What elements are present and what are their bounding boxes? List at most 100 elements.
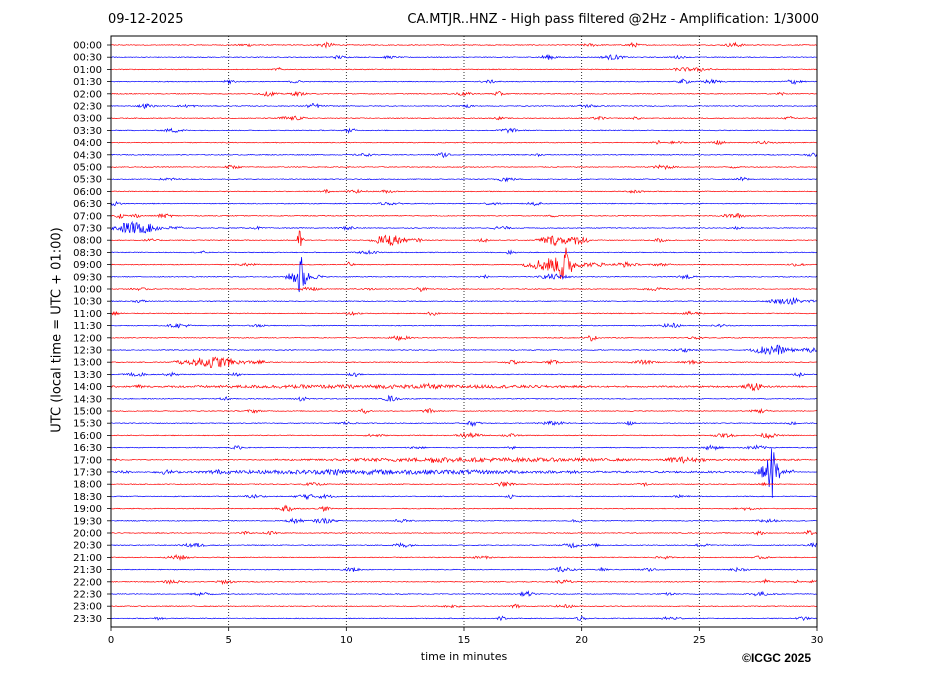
y-tick-label: 12:00 (73, 333, 102, 344)
x-tick-label: 10 (340, 635, 353, 646)
y-tick-label: 03:00 (73, 114, 102, 125)
trace-1500 (111, 407, 817, 415)
y-tick-label: 20:30 (73, 541, 102, 552)
trace-2200 (111, 578, 817, 586)
trace-0000 (111, 41, 817, 49)
y-tick-label: 16:00 (73, 431, 102, 442)
y-tick-label: 13:00 (73, 358, 102, 369)
y-tick-label: 23:00 (73, 602, 102, 613)
y-tick-label: 06:00 (73, 187, 102, 198)
y-tick-label: 02:30 (73, 102, 102, 113)
trace-1930 (111, 517, 817, 525)
trace-1830 (111, 493, 817, 501)
y-tick-label: 02:00 (73, 89, 102, 100)
trace-1000 (111, 286, 817, 293)
y-tick-label: 09:30 (73, 272, 102, 283)
y-tick-label: 18:30 (73, 492, 102, 503)
trace-1230 (111, 344, 817, 356)
trace-0400 (111, 140, 817, 146)
trace-1530 (111, 420, 817, 428)
trace-0230 (111, 102, 817, 110)
trace-0530 (111, 176, 817, 183)
trace-0100 (111, 66, 817, 73)
y-tick-label: 15:30 (73, 419, 102, 430)
y-tick-label: 00:30 (73, 53, 102, 64)
plot-frame (110, 35, 818, 628)
x-tick-label: 15 (458, 635, 471, 646)
y-tick-label: 10:30 (73, 297, 102, 308)
trace-2130 (111, 566, 817, 573)
y-tick-label: 20:00 (73, 529, 102, 540)
y-tick-label: 08:00 (73, 236, 102, 247)
y-tick-label: 05:00 (73, 163, 102, 174)
copyright-text: ©ICGC 2025 (742, 651, 811, 665)
trace-1900 (111, 504, 817, 513)
trace-1800 (111, 481, 817, 488)
y-tick-label: 13:30 (73, 370, 102, 381)
y-tick-label: 14:00 (73, 382, 102, 393)
y-tick-label: 00:00 (73, 41, 102, 52)
y-tick-label: 05:30 (73, 175, 102, 186)
y-tick-label: 06:30 (73, 199, 102, 210)
y-tick-label: 17:30 (73, 468, 102, 479)
y-tick-label: 15:00 (73, 407, 102, 418)
y-axis-label: UTC (local time = UTC + 01:00) (49, 227, 65, 433)
trace-1200 (111, 335, 817, 342)
y-tick-label: 01:00 (73, 65, 102, 76)
y-tick-label: 10:00 (73, 285, 102, 296)
trace-2300 (111, 603, 817, 609)
trace-0600 (111, 188, 817, 194)
chart-title: CA.MTJR..HNZ - High pass filtered @2Hz -… (407, 12, 819, 27)
y-tick-label: 08:30 (73, 248, 102, 259)
y-tick-label: 19:30 (73, 516, 102, 527)
y-tick-label: 16:30 (73, 443, 102, 454)
trace-0300 (111, 115, 817, 121)
y-tick-label: 21:00 (73, 553, 102, 564)
trace-1600 (111, 431, 817, 440)
x-tick-label: 0 (108, 635, 114, 646)
y-tick-label: 14:30 (73, 394, 102, 405)
trace-1130 (111, 322, 817, 329)
x-axis-label: time in minutes (420, 650, 508, 663)
trace-0700 (111, 212, 817, 220)
trace-0900 (111, 247, 817, 279)
y-tick-label: 11:00 (73, 309, 102, 320)
trace-2030 (111, 541, 817, 549)
y-tick-label: 11:30 (73, 321, 102, 332)
y-tick-label: 12:30 (73, 346, 102, 357)
y-tick-label: 04:00 (73, 138, 102, 149)
y-tick-label: 04:30 (73, 150, 102, 161)
trace-1430 (111, 394, 817, 402)
trace-1300 (111, 356, 817, 368)
trace-0830 (111, 249, 817, 255)
y-tick-label: 07:30 (73, 224, 102, 235)
trace-0730 (111, 220, 817, 234)
trace-0500 (111, 164, 817, 171)
trace-0430 (111, 152, 817, 159)
trace-0200 (111, 90, 817, 97)
x-tick-label: 25 (693, 635, 706, 646)
y-tick-label: 01:30 (73, 77, 102, 88)
y-tick-label: 03:30 (73, 126, 102, 137)
trace-1630 (111, 444, 817, 451)
y-tick-label: 18:00 (73, 480, 102, 491)
trace-0130 (111, 78, 817, 86)
trace-0800 (111, 230, 817, 247)
trace-0030 (111, 54, 817, 61)
trace-0930 (111, 256, 817, 293)
x-tick-label: 20 (575, 635, 588, 646)
trace-1330 (111, 371, 817, 379)
trace-1100 (111, 310, 817, 317)
y-tick-label: 19:00 (73, 504, 102, 515)
y-tick-label: 21:30 (73, 565, 102, 576)
trace-2330 (111, 615, 817, 622)
trace-2230 (111, 590, 817, 598)
y-tick-label: 07:00 (73, 211, 102, 222)
trace-1030 (111, 297, 817, 305)
trace-1400 (111, 382, 817, 392)
trace-0330 (111, 127, 817, 135)
x-tick-label: 30 (811, 635, 824, 646)
y-tick-label: 22:00 (73, 577, 102, 588)
y-tick-label: 22:30 (73, 590, 102, 601)
trace-2100 (111, 553, 817, 562)
